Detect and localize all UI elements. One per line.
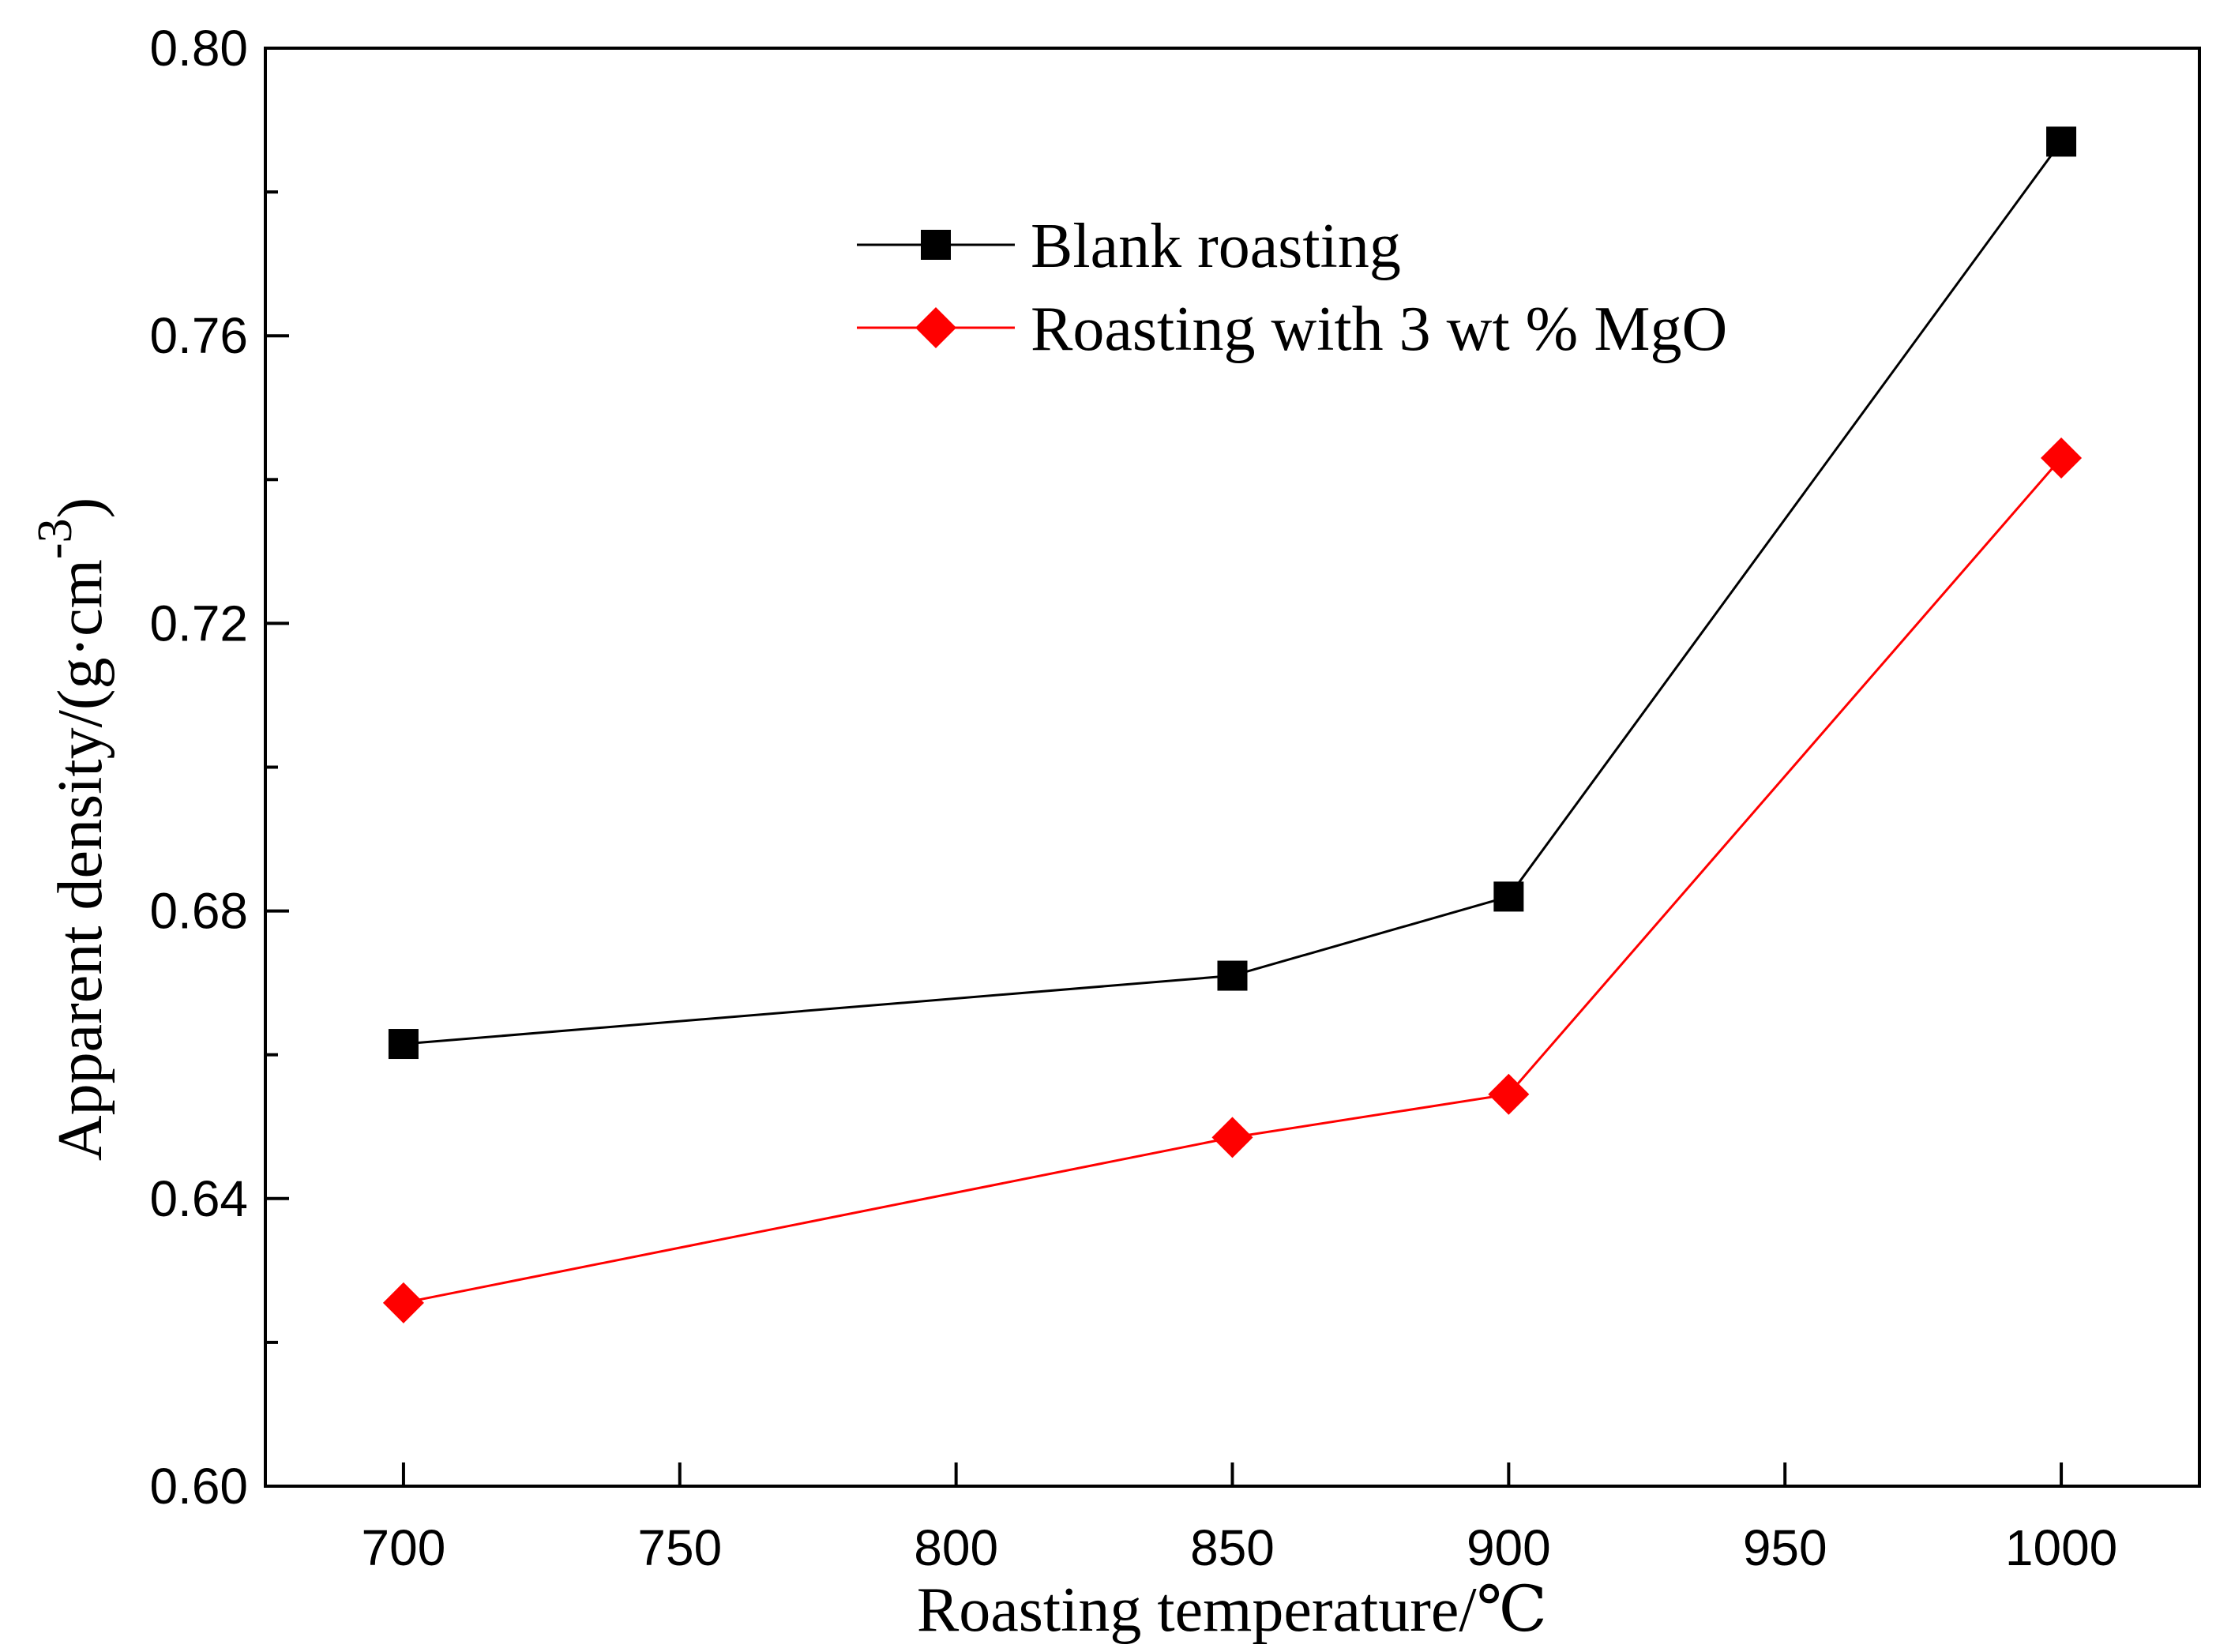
legend-label-mgo-roasting: Roasting with 3 wt % MgO — [1031, 295, 1727, 364]
x-axis-ticks: 700 750 800 850 900 950 1000 — [362, 1462, 2117, 1576]
y-tick-label: 0.80 — [149, 20, 248, 77]
data-point-mgo-roasting — [1488, 1073, 1530, 1115]
data-point-mgo-roasting — [382, 1282, 424, 1323]
data-point-legend-mgo-roasting — [915, 307, 956, 348]
series-line-mgo-roasting — [403, 457, 2063, 1305]
x-tick-label: 900 — [1467, 1519, 1551, 1576]
series-blank-roasting — [388, 126, 2077, 1060]
legend-item-mgo-roasting: Roasting with 3 wt % MgO — [857, 295, 1727, 364]
series-mgo-roasting — [382, 437, 2083, 1323]
data-point-blank-roasting — [2046, 126, 2077, 157]
series-line-blank-roasting — [403, 141, 2063, 1046]
x-tick-label: 1000 — [2005, 1519, 2117, 1576]
y-axis-title-superscript: -3 — [28, 518, 82, 559]
y-axis-title-main: Apparent density/(g·cm — [46, 559, 115, 1161]
legend-label-blank-roasting: Blank roasting — [1031, 212, 1401, 281]
y-tick-label: 0.68 — [149, 883, 248, 940]
y-tick-label: 0.64 — [149, 1170, 248, 1227]
legend: Blank roasting Roasting with 3 wt % MgO — [857, 212, 1727, 364]
x-tick-label: 750 — [637, 1519, 722, 1576]
x-axis-title: Roasting temperature/℃ — [917, 1575, 1547, 1645]
x-tick-label: 950 — [1743, 1519, 1827, 1576]
x-tick-label: 800 — [914, 1519, 998, 1576]
data-point-legend-blank-roasting — [921, 230, 951, 260]
data-point-mgo-roasting — [2041, 437, 2083, 479]
series-layer — [382, 126, 2083, 1323]
legend-item-blank-roasting: Blank roasting — [857, 212, 1401, 281]
y-axis-title-close: ) — [46, 497, 115, 519]
data-point-blank-roasting — [388, 1029, 419, 1060]
y-tick-label: 0.60 — [149, 1458, 248, 1515]
y-tick-label: 0.76 — [149, 307, 248, 364]
data-point-blank-roasting — [1217, 960, 1248, 991]
data-point-blank-roasting — [1493, 881, 1524, 912]
x-tick-label: 850 — [1190, 1519, 1275, 1576]
y-axis-title: Apparent density/(g·cm-3) — [28, 497, 115, 1161]
y-tick-label: 0.72 — [149, 595, 248, 651]
x-tick-label: 700 — [362, 1519, 446, 1576]
y-axis-ticks: 0.60 0.64 0.68 0.72 0.76 0.80 — [149, 20, 289, 1515]
data-point-mgo-roasting — [1211, 1117, 1253, 1158]
